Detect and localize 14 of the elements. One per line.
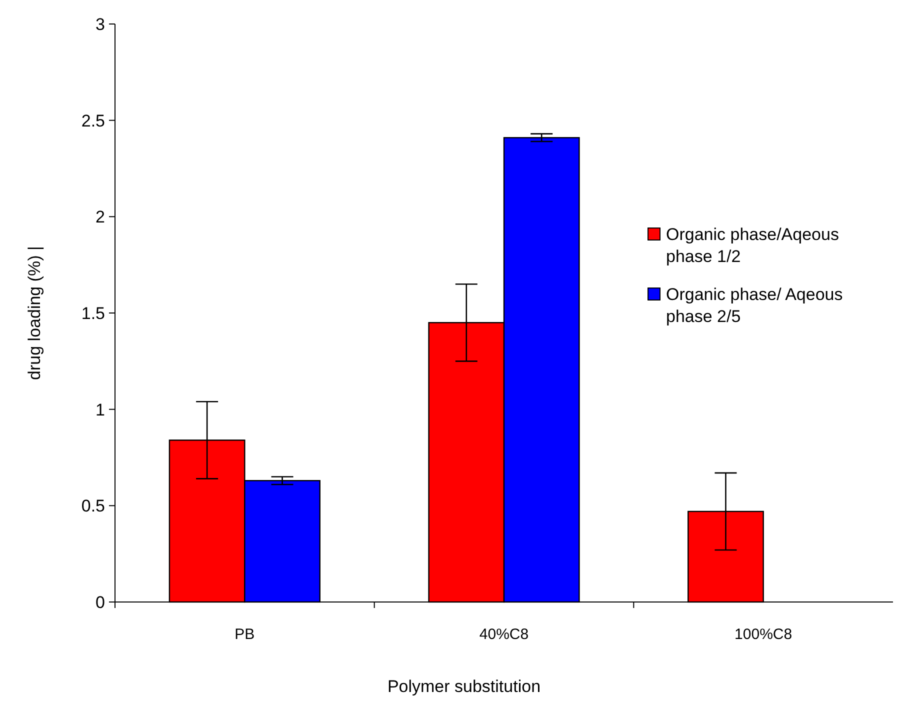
x-tick-label: 40%C8: [479, 626, 529, 643]
x-tick-label: PB: [234, 626, 255, 643]
y-tick-label: 0: [96, 592, 105, 612]
y-tick-label: 2: [96, 208, 105, 227]
y-tick-label: 0.5: [81, 496, 105, 516]
legend-label: Organic phase/ Aqeous phase 2/5: [666, 285, 843, 326]
legend-label: Organic phase/Aqeous phase 1/2: [666, 225, 839, 266]
y-tick-label: 3: [96, 14, 105, 34]
y-tick-label: 1: [96, 400, 105, 420]
x-axis-title: Polymer substitution: [387, 677, 541, 696]
y-tick-label: 2.5: [81, 111, 105, 130]
x-tick-label: 100%C8: [734, 626, 792, 643]
y-axis-title: drug loading (%) |: [25, 246, 44, 380]
y-tick-label: 1.5: [81, 304, 105, 323]
